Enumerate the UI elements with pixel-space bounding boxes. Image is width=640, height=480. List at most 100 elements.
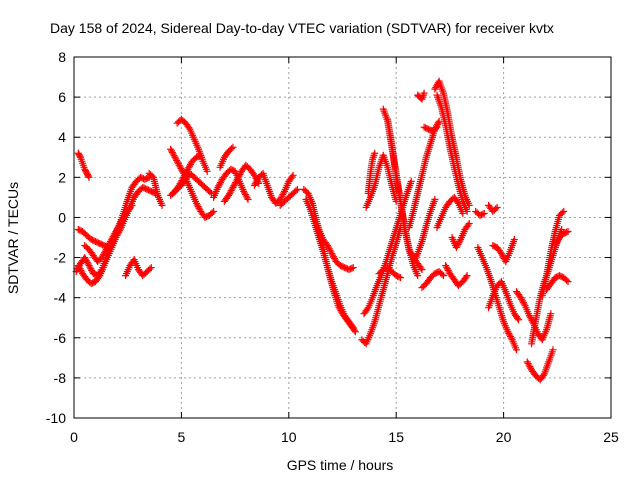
data-point (216, 179, 224, 187)
data-point (229, 143, 237, 151)
data-point (195, 204, 203, 212)
x-tick-label: 10 (281, 429, 297, 445)
data-point (243, 194, 251, 202)
data-point (514, 314, 522, 322)
data-point (409, 258, 417, 266)
data-point (169, 150, 177, 158)
y-tick-label: -6 (54, 330, 67, 346)
data-point (184, 165, 192, 173)
data-point (215, 182, 223, 190)
data-point (110, 231, 118, 239)
data-point (104, 242, 112, 250)
data-point (519, 297, 527, 305)
data-point (371, 149, 379, 157)
x-axis-label: GPS time / hours (287, 457, 394, 473)
y-tick-label: 4 (58, 129, 66, 145)
data-series (405, 117, 443, 231)
data-point (525, 361, 533, 369)
data-point (464, 221, 472, 229)
data-series (216, 143, 237, 171)
data-series (122, 256, 155, 280)
data-point (174, 158, 182, 166)
data-point (113, 226, 121, 234)
data-point (452, 244, 460, 252)
data-point (168, 147, 176, 155)
data-point (504, 328, 512, 336)
data-series (311, 215, 357, 274)
data-point (293, 185, 301, 193)
data-point (330, 254, 338, 262)
data-point (480, 209, 488, 217)
data-point (172, 155, 180, 163)
data-series (420, 123, 441, 135)
data-point (551, 242, 559, 250)
y-tick-label: 8 (58, 49, 66, 65)
data-point (438, 270, 446, 278)
data-series (167, 145, 218, 221)
data-point (84, 260, 92, 268)
data-point (179, 168, 187, 176)
data-point (363, 305, 371, 313)
data-point (227, 187, 235, 195)
data-point (443, 265, 451, 273)
data-series (364, 149, 379, 197)
data-point (232, 179, 240, 187)
data-point (228, 145, 236, 153)
data-point (244, 195, 252, 203)
data-point (512, 346, 520, 354)
data-point (560, 207, 568, 215)
data-point (324, 243, 332, 251)
data-point (186, 160, 194, 168)
data-point (176, 163, 184, 171)
data-point (235, 172, 243, 180)
data-point (410, 256, 418, 264)
data-point (506, 331, 514, 339)
data-point (553, 238, 561, 246)
data-point (326, 246, 334, 254)
data-series (448, 219, 473, 252)
data-point (173, 156, 181, 164)
data-series (250, 169, 297, 207)
data-point (348, 322, 356, 330)
data-point (411, 254, 419, 262)
data-points (72, 77, 572, 384)
y-tick-label: -10 (46, 410, 66, 426)
data-point (101, 247, 109, 255)
x-tick-label: 0 (70, 429, 78, 445)
data-point (327, 248, 335, 256)
data-point (192, 199, 200, 207)
data-point (108, 234, 116, 242)
data-point (88, 266, 96, 274)
data-point (250, 181, 258, 189)
data-point (178, 166, 186, 174)
data-point (528, 317, 536, 325)
data-point (228, 185, 236, 193)
data-point (517, 294, 525, 302)
data-point (210, 207, 218, 215)
data-point (147, 264, 155, 272)
data-point (564, 227, 572, 235)
data-point (492, 205, 500, 213)
data-point (463, 272, 471, 280)
data-point (76, 265, 84, 273)
data-point (232, 177, 240, 185)
data-point (455, 239, 463, 247)
data-point (554, 237, 562, 245)
y-tick-label: -8 (54, 370, 67, 386)
y-tick-label: -2 (54, 250, 67, 266)
data-point (563, 276, 571, 284)
data-point (103, 244, 111, 252)
x-tick-label: 25 (603, 429, 619, 445)
y-tick-label: 0 (58, 209, 66, 225)
data-point (349, 264, 357, 272)
data-point (85, 262, 93, 270)
data-point (525, 312, 533, 320)
data-point (515, 316, 523, 324)
data-point (99, 252, 107, 260)
data-series (74, 149, 93, 181)
data-series (384, 115, 422, 280)
data-series (145, 169, 166, 209)
data-point (194, 203, 202, 211)
data-point (240, 187, 248, 195)
data-series (433, 193, 467, 231)
